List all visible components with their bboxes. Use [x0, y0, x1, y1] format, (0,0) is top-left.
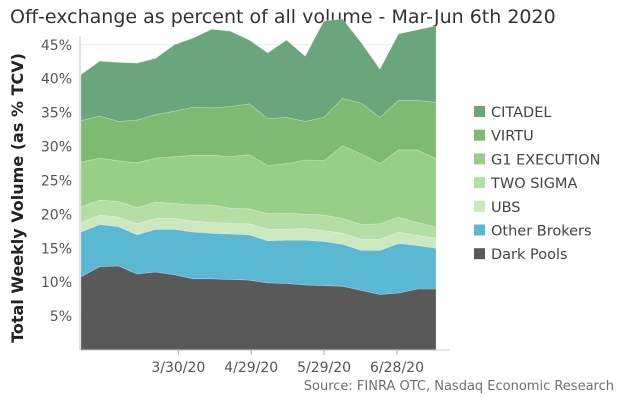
x-tick-label: 4/29/20: [224, 360, 278, 376]
legend-label: TWO SIGMA: [490, 176, 577, 192]
legend: CITADEL VIRTU G1 EXECUTION TWO SIGMA UBS Othe…: [474, 105, 600, 263]
legend-label: VIRTU: [491, 129, 534, 145]
area-other-brokers: [80, 224, 437, 295]
legend-swatch: [474, 153, 485, 165]
y-tick-label: 15%: [41, 241, 72, 257]
source-note: Source: FINRA OTC, Nasdaq Economic Resea…: [303, 379, 614, 394]
y-tick-label: 40%: [41, 72, 72, 88]
legend-label: G1 EXECUTION: [491, 152, 600, 168]
y-tick-label: 5%: [50, 309, 72, 325]
area-ubs: [80, 214, 437, 251]
y-tick-label: 10%: [41, 275, 72, 291]
y-tick-label: 30%: [41, 140, 72, 156]
x-tick-label: 6/28/20: [370, 360, 424, 376]
legend-label: Dark Pools: [491, 247, 568, 263]
legend-label: CITADEL: [491, 105, 551, 121]
area-citadel: [80, 18, 437, 122]
y-tick-label: 25%: [41, 173, 72, 189]
axes: [79, 36, 450, 351]
legend-swatch: [474, 248, 485, 260]
legend-label: UBS: [491, 200, 521, 216]
area-series: [80, 18, 437, 351]
y-tick-label: 20%: [41, 207, 72, 223]
chart-title: Off-exchange as percent of all volume - …: [10, 6, 556, 28]
y-tick-label: 45%: [41, 38, 72, 54]
legend-label: Other Brokers: [491, 224, 592, 240]
x-tick-labels: 3/30/20 4/29/20 5/29/20 6/28/20: [151, 350, 424, 376]
y-tick-labels: 5% 10% 15% 20% 25% 30% 35% 40% 45%: [41, 38, 72, 325]
legend-swatch: [474, 177, 485, 189]
legend-swatch: [474, 129, 485, 141]
legend-swatch: [474, 106, 485, 117]
x-tick-label: 3/30/20: [151, 360, 205, 376]
y-axis-label: Total Weekly Volume (as % TCV): [8, 53, 27, 343]
x-tick-label: 5/29/20: [297, 360, 351, 376]
legend-swatch: [474, 200, 485, 212]
legend-swatch: [474, 224, 485, 236]
y-tick-label: 35%: [41, 106, 72, 122]
